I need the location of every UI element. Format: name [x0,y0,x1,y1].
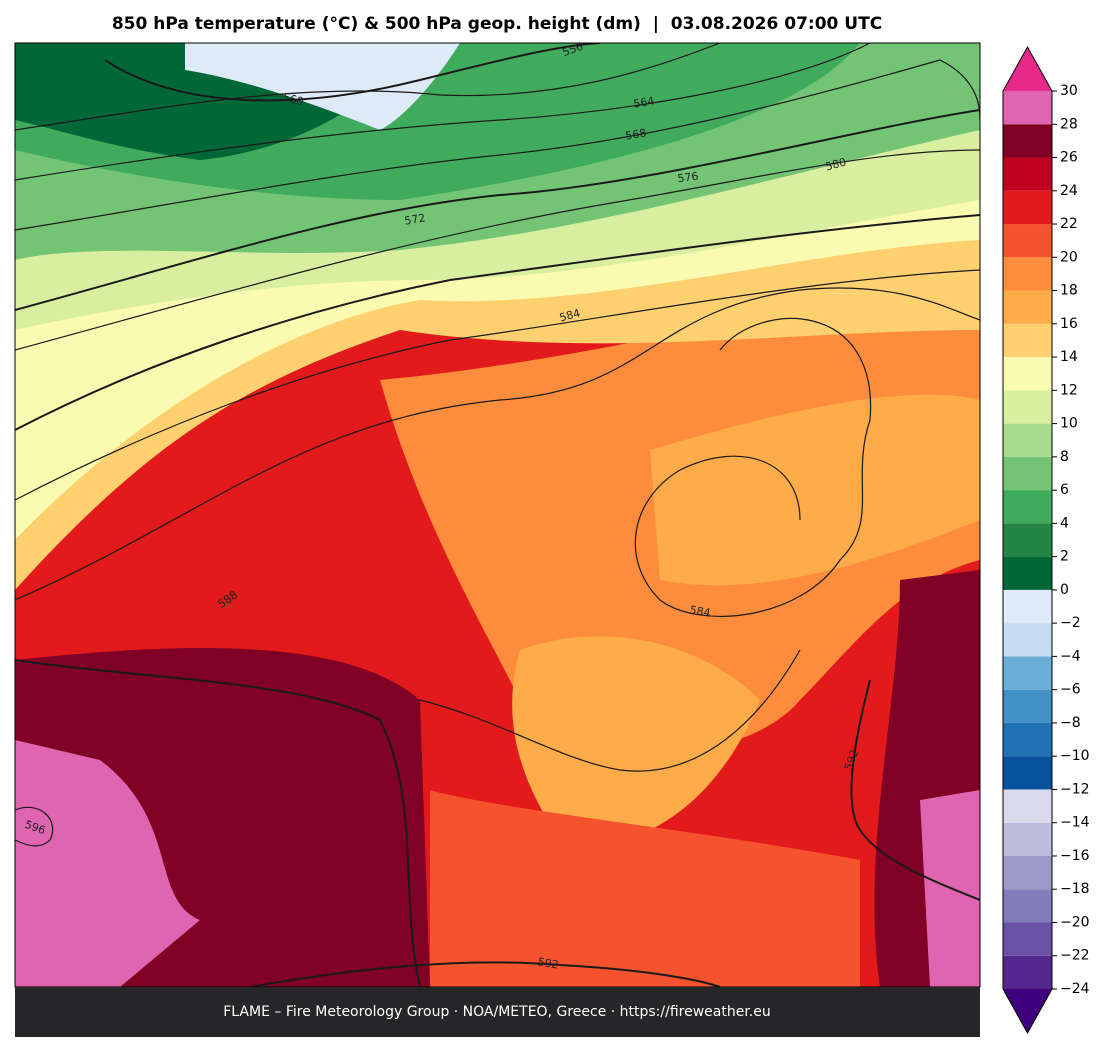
height-contours [15,43,980,987]
colorbar-segment [1003,855,1052,890]
colorbar-tick-label: −2 [1060,615,1081,631]
colorbar-tick-label: −16 [1060,848,1090,864]
colorbar-segment [1003,955,1052,989]
colorbar-tick-label: −18 [1060,881,1090,897]
colorbar-tick-label: 24 [1060,183,1078,199]
colorbar-segment [1003,689,1052,723]
colorbar-segment [1003,656,1052,690]
colorbar-under [1003,989,1052,1033]
temperature-field [15,43,980,987]
colorbar-tick-label: 30 [1060,83,1078,99]
colorbar-segment [1003,323,1052,358]
footer-bar [15,987,980,1037]
colorbar-segment [1003,423,1052,457]
colorbar-segment [1003,556,1052,590]
colorbar-tick-label: 26 [1060,150,1078,166]
contour-label: 592 [537,955,560,971]
colorbar-segment [1003,490,1052,524]
colorbar-segment [1003,224,1052,258]
colorbar-segment [1003,91,1052,125]
contour-label: 564 [632,94,655,110]
colorbar-tick-label: 14 [1060,349,1078,365]
colorbar-over [1003,47,1052,91]
contour-label: 568 [624,126,647,142]
colorbar-tick-label: −6 [1060,682,1081,698]
colorbar-segment [1003,390,1052,424]
colorbar-segment [1003,257,1052,291]
colorbar-segment [1003,124,1052,158]
colorbar-segment [1003,290,1052,324]
colorbar: −24−22−20−18−16−14−12−10−8−6−4−202468101… [1002,45,1090,1035]
footer-text: FLAME – Fire Meteorology Group · NOA/MET… [223,1004,771,1020]
contour-label: 560 [281,91,305,109]
contour-label: 572 [403,211,426,227]
colorbar-segment [1003,822,1052,856]
colorbar-tick-label: 2 [1060,549,1069,565]
colorbar-segment [1003,889,1052,923]
colorbar-segment [1003,190,1052,225]
colorbar-segment [1003,523,1052,557]
colorbar-segment [1003,722,1052,757]
colorbar-segment [1003,589,1052,624]
colorbar-tick-label: 8 [1060,449,1069,465]
contour-label: 584 [558,307,582,325]
colorbar-tick-label: −22 [1060,948,1090,964]
colorbar-tick-label: 18 [1060,283,1078,299]
colorbar-tick-label: 0 [1060,582,1069,598]
colorbar-tick-label: −14 [1060,815,1090,831]
colorbar-tick-label: 22 [1060,216,1078,232]
colorbar-segment [1003,456,1052,491]
colorbar-tick-label: 20 [1060,249,1078,265]
colorbar-tick-label: 12 [1060,382,1078,398]
colorbar-tick-label: 16 [1060,316,1078,332]
colorbar-tick-label: −4 [1060,648,1081,664]
colorbar-tick-label: −24 [1060,981,1090,997]
colorbar-tick-label: −20 [1060,914,1090,930]
colorbar-segment [1003,357,1052,391]
colorbar-tick-label: 6 [1060,482,1069,498]
colorbar-tick-label: −8 [1060,715,1081,731]
contour-label: 584 [689,603,712,619]
colorbar-tick-label: −12 [1060,781,1090,797]
contour-label: 576 [677,170,700,186]
colorbar-segment [1003,623,1052,657]
colorbar-segment [1003,789,1052,823]
colorbar-segment [1003,157,1052,191]
colorbar-tick-label: −10 [1060,748,1090,764]
colorbar-tick-label: 28 [1060,116,1078,132]
map-title: 850 hPa temperature (°C) & 500 hPa geop.… [112,14,882,34]
colorbar-segment [1003,922,1052,956]
colorbar-tick-label: 4 [1060,515,1069,531]
colorbar-segment [1003,756,1052,790]
contour-label: 580 [824,156,848,174]
colorbar-tick-label: 10 [1060,416,1078,432]
